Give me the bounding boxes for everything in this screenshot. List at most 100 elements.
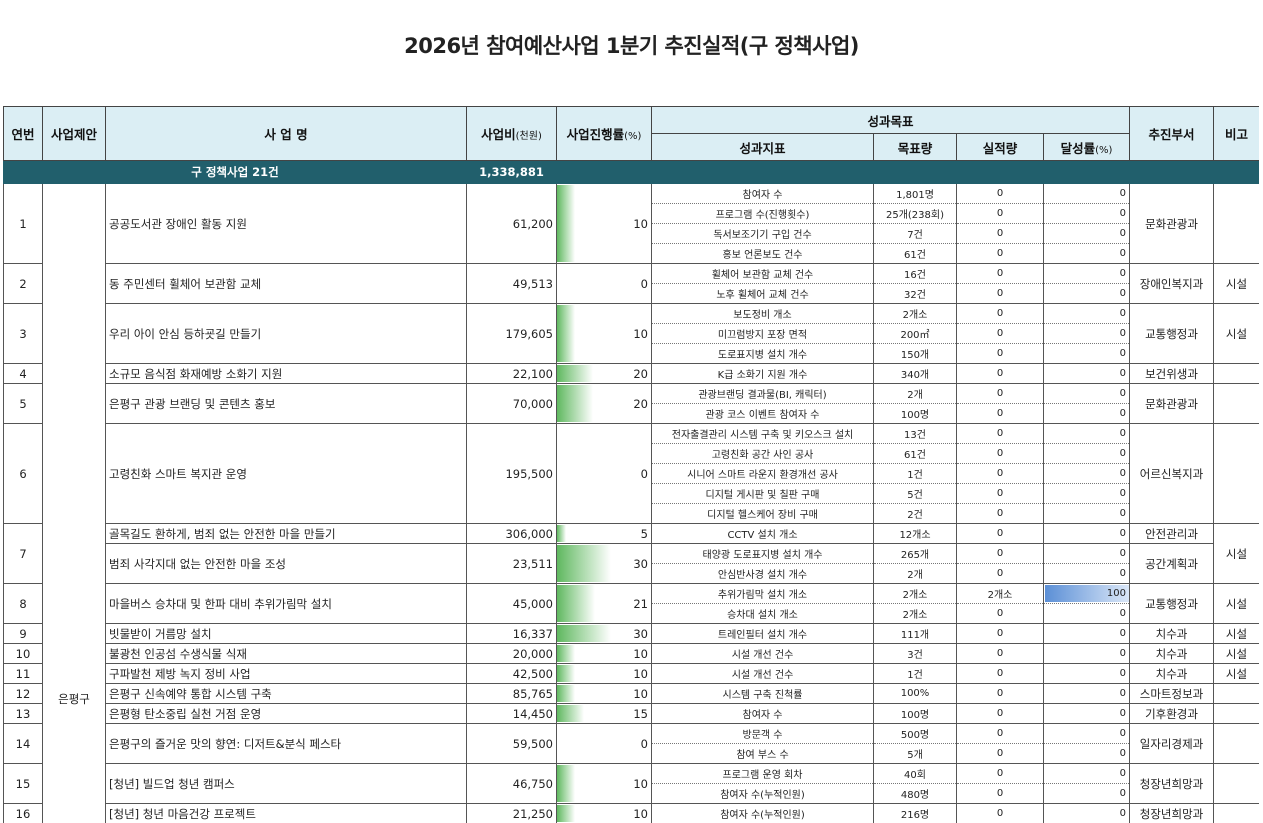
achieve-value: 0	[1119, 528, 1127, 539]
actual-cell: 0	[956, 703, 1044, 724]
project-name: 은평구 관광 브랜딩 및 콘텐츠 홍보	[105, 383, 467, 424]
achieve-value: 0	[1119, 208, 1127, 219]
achieve-value: 0	[1119, 608, 1127, 619]
project-name: 빗물받이 거름망 설치	[105, 623, 467, 644]
actual-cell: 0	[956, 363, 1044, 384]
achieve-value: 0	[1119, 808, 1127, 819]
note-cell	[1213, 183, 1259, 264]
actual-cell: 0	[956, 603, 1044, 624]
target-cell: 2개소	[873, 603, 957, 624]
achieve-value: 0	[1119, 688, 1127, 699]
table-row: 3 우리 아이 안심 등하굣길 만들기 179,605 10 보도정비 개소 2개소 0 0 교…	[3, 303, 1259, 364]
achieve-cell: 100	[1042, 583, 1131, 604]
actual-cell: 0	[956, 723, 1044, 744]
target-cell: 5건	[873, 483, 957, 504]
progress-cell: 0	[556, 423, 652, 524]
achieve-value: 0	[1119, 188, 1127, 199]
indicator-cell: 트레인필터 설치 개수	[651, 623, 874, 644]
achieve-cell: 0	[1042, 383, 1131, 404]
progress-cell: 10	[556, 763, 652, 804]
table-row: 안심반사경 설치 개수 2개 0 0	[4, 563, 1260, 584]
indicator-cell: 관광브랜딩 결과물(BI, 캐릭터)	[651, 383, 874, 404]
target-cell: 1건	[873, 663, 957, 684]
dept-cell: 문화관광과	[1129, 383, 1215, 424]
note-cell	[1213, 683, 1259, 704]
project-budget: 70,000	[466, 383, 557, 424]
header-dept: 추진부서	[1129, 106, 1215, 161]
table-row: 1 은평구 공공도서관 장애인 활동 지원 61,200 10 참여자 수 1,801명 0 0…	[3, 183, 1259, 823]
dept-cell: 치수과	[1129, 643, 1215, 664]
achieve-value: 0	[1119, 488, 1127, 499]
summary-row: 구 정책사업 21건 1,338,881	[3, 160, 1259, 184]
target-cell: 150개	[873, 343, 957, 364]
progress-bar	[557, 625, 611, 642]
project-name: 골목길도 환하게, 범죄 없는 안전한 마을 만들기	[105, 523, 467, 544]
achieve-cell: 0	[1042, 263, 1131, 284]
row-number: 4	[3, 363, 43, 384]
table-row: 도로표지병 설치 개수 150개 0 0	[4, 343, 1260, 364]
note-cell	[1213, 723, 1259, 764]
actual-cell: 0	[956, 223, 1044, 244]
progress-cell: 0	[556, 263, 652, 304]
progress-value: 10	[633, 326, 648, 341]
indicator-cell: 추위가림막 설치 개소	[651, 583, 874, 604]
project-budget: 23,511	[466, 543, 557, 584]
actual-cell: 0	[956, 463, 1044, 484]
achieve-value: 0	[1119, 228, 1127, 239]
project-budget: 195,500	[466, 423, 557, 524]
actual-cell: 0	[956, 643, 1044, 664]
actual-cell: 0	[956, 443, 1044, 464]
table-row: 관광 코스 이벤트 참여자 수 100명 0 0	[4, 403, 1260, 424]
table-row: 15 [청년] 빌드업 청년 캠퍼스 46,750 10 프로그램 운영 회차 40회 0 0…	[3, 763, 1259, 804]
note-cell	[1213, 763, 1259, 804]
project-name: 은평형 탄소중립 실천 거점 운영	[105, 703, 467, 724]
note-cell	[1213, 363, 1259, 384]
progress-bar	[557, 685, 575, 702]
indicator-cell: 고령친화 공간 사인 공사	[651, 443, 874, 464]
indicator-cell: 보도정비 개소	[651, 303, 874, 324]
header-budget: 사업비(천원)	[466, 106, 557, 161]
project-budget: 59,500	[466, 723, 557, 764]
progress-value: 10	[633, 806, 648, 821]
indicator-cell: 태양광 도로표지병 설치 개수	[651, 543, 874, 564]
progress-cell: 30	[556, 543, 652, 584]
project-name: 마을버스 승차대 및 한파 대비 추위가림막 설치	[105, 583, 467, 624]
row-number: 7	[3, 523, 43, 584]
achieve-cell: 0	[1042, 243, 1131, 264]
project-name: 구파발천 제방 녹지 정비 사업	[105, 663, 467, 684]
header-progress: 사업진행률(%)	[556, 106, 652, 161]
achieve-value: 0	[1119, 348, 1127, 359]
row-number: 12	[3, 683, 43, 704]
progress-bar	[557, 705, 584, 722]
achieve-value: 0	[1119, 308, 1127, 319]
progress-value: 10	[633, 666, 648, 681]
project-budget: 45,000	[466, 583, 557, 624]
indicator-cell: 도로표지병 설치 개수	[651, 343, 874, 364]
row-number: 3	[3, 303, 43, 364]
table-row: 14 은평구의 즐거운 맛의 향연: 디저트&분식 페스타 59,500 0 방문객 수…	[3, 723, 1259, 764]
actual-cell: 0	[956, 683, 1044, 704]
header-note: 비고	[1213, 106, 1259, 161]
target-cell: 32건	[873, 283, 957, 304]
row-number: 11	[3, 663, 43, 684]
target-cell: 340개	[873, 363, 957, 384]
progress-bar	[557, 305, 575, 362]
progress-value: 20	[633, 396, 648, 411]
achieve-cell: 0	[1042, 403, 1131, 424]
dept-cell: 일자리경제과	[1129, 723, 1215, 764]
indicator-cell: 휠체어 보관함 교체 건수	[651, 263, 874, 284]
achieve-value: 0	[1119, 788, 1127, 799]
achieve-cell: 0	[1042, 363, 1131, 384]
progress-value: 10	[633, 776, 648, 791]
achieve-cell: 0	[1042, 763, 1131, 784]
target-cell: 3건	[873, 643, 957, 664]
indicator-cell: 프로그램 운영 회차	[651, 763, 874, 784]
target-cell: 1건	[873, 463, 957, 484]
progress-cell: 10	[556, 803, 652, 823]
progress-cell: 20	[556, 383, 652, 424]
achieve-value: 0	[1119, 668, 1127, 679]
target-cell: 16건	[873, 263, 957, 284]
indicator-cell: 승차대 설치 개소	[651, 603, 874, 624]
row-number: 8	[3, 583, 43, 624]
